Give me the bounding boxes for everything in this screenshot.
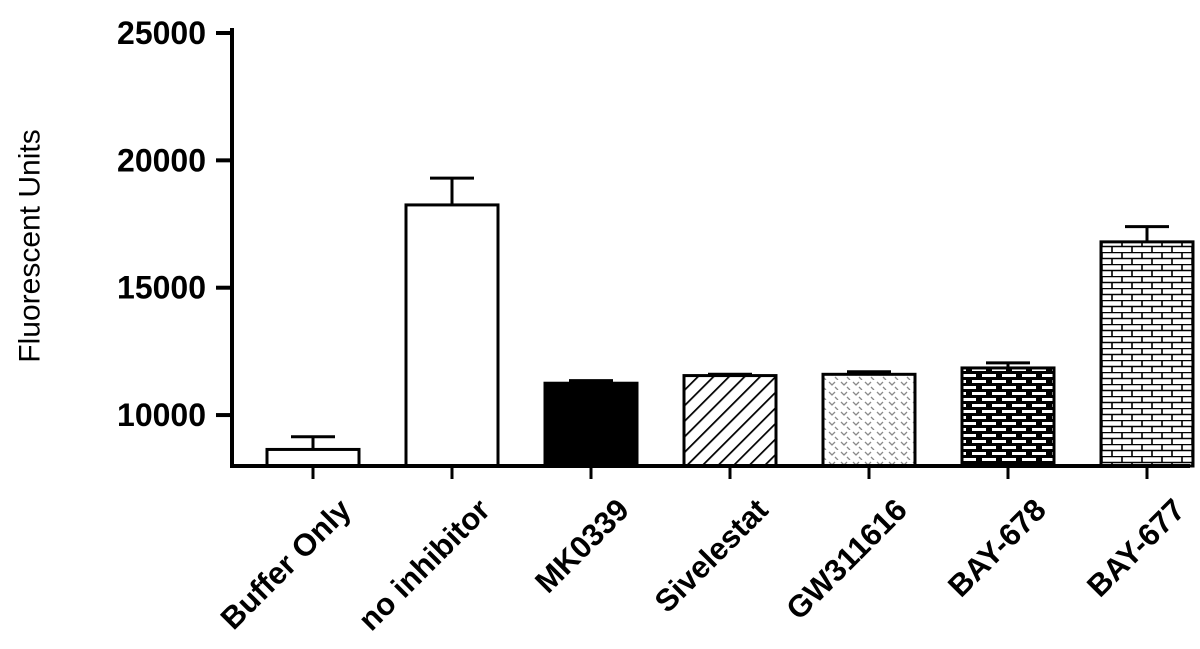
bar — [543, 381, 639, 468]
bar — [265, 447, 361, 468]
y-tick-label: 15000 — [117, 270, 206, 306]
bar — [821, 372, 917, 468]
x-tick-label: BAY-677 — [1080, 492, 1192, 604]
x-tick-label: MK0339 — [528, 492, 636, 600]
y-tick-label: 25000 — [117, 15, 206, 51]
y-axis-title: Fluorescent Units — [14, 129, 47, 362]
bar — [960, 366, 1056, 468]
x-tick-label: GW311616 — [779, 492, 913, 626]
bar — [404, 203, 500, 468]
bar — [682, 374, 778, 468]
y-tick-label: 10000 — [117, 397, 206, 433]
bar — [1099, 240, 1195, 468]
y-tick-label: 20000 — [117, 142, 206, 178]
x-tick-label: Buffer Only — [214, 492, 359, 637]
x-tick-label: BAY-678 — [941, 492, 1053, 604]
x-tick-label: no inhibitor — [352, 492, 497, 637]
x-tick-label: Sivelestat — [648, 492, 775, 619]
